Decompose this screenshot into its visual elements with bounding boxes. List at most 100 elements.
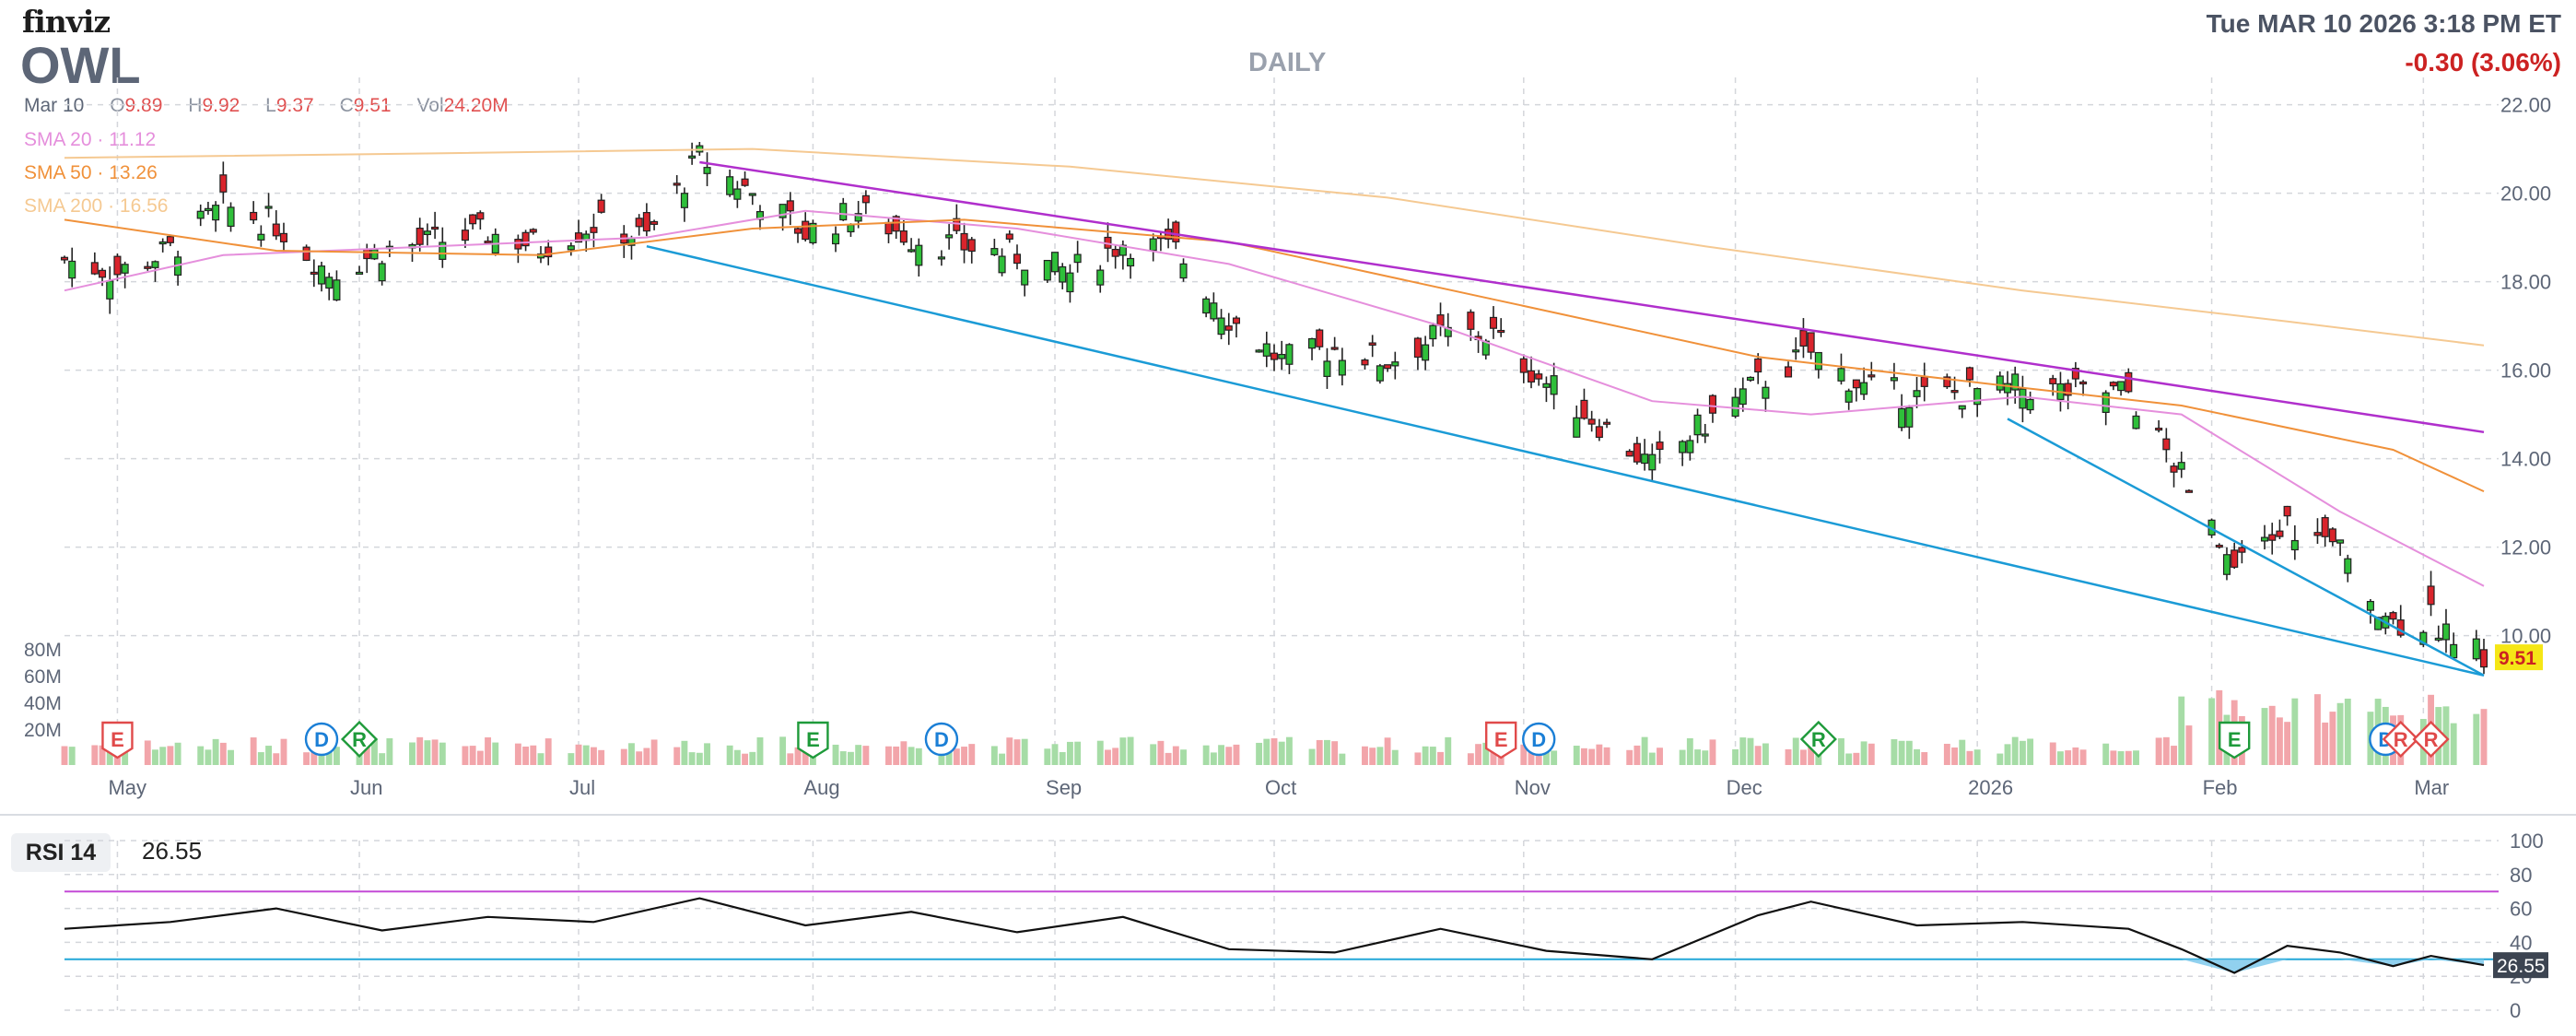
volume-bar [673, 747, 681, 765]
candle-up [1127, 257, 1135, 267]
volume-bar [1702, 750, 1709, 765]
volume-bar [945, 752, 953, 765]
volume-bar [1165, 752, 1172, 765]
volume-bar [1551, 750, 1558, 765]
volume-bar [409, 742, 416, 765]
candle-down [2155, 427, 2163, 431]
x-tick-label: Aug [803, 776, 839, 799]
candle-down [279, 232, 288, 242]
volume-bar [265, 746, 273, 765]
candle-up [1860, 382, 1868, 395]
last-price-label: 9.51 [2499, 648, 2536, 669]
volume-bar [371, 738, 378, 765]
sma20-legend[interactable]: SMA 20 · 11.12 [24, 129, 157, 150]
volume-bar [1218, 745, 1224, 765]
event-marker-label: R [352, 728, 367, 751]
sma200-name: SMA 200 [24, 195, 103, 217]
volume-bar [779, 736, 787, 765]
candle-down [2396, 619, 2405, 636]
earnings-marker [101, 721, 134, 759]
candle-up [1958, 405, 1966, 410]
volume-bar [1233, 744, 1240, 765]
candle-up [567, 245, 575, 251]
volume-bar [968, 744, 976, 765]
candle-up [2366, 600, 2374, 611]
volume-bar [1013, 739, 1021, 765]
sma50-legend[interactable]: SMA 50 · 13.26 [24, 162, 158, 183]
candle-up [2019, 388, 2027, 409]
volume-bar [280, 738, 287, 765]
candle-up [1217, 317, 1225, 336]
volume-bar [1633, 745, 1641, 765]
volume-axis-label: 40M [24, 693, 62, 714]
volume-bar [938, 753, 945, 765]
event-marker-label: E [2228, 728, 2242, 751]
volume-bar [1482, 742, 1490, 765]
candle-down [1467, 312, 1475, 330]
open-value: 9.89 [124, 95, 163, 116]
candle-up [1255, 349, 1263, 353]
candle-down [1270, 352, 1279, 360]
rsi-value-tag-label: 26.55 [2497, 956, 2546, 977]
volume-bar [1762, 743, 1769, 765]
candle-up [1973, 388, 1982, 406]
event-marker-label: R [2424, 728, 2439, 751]
volume-bar [2065, 750, 2072, 765]
volume-bar [2155, 737, 2162, 765]
candle-down [1799, 330, 1808, 347]
volume-bar [1898, 740, 1905, 765]
candle-up [2441, 623, 2451, 641]
candle-down [1172, 221, 1180, 242]
rsi-y-tick-label: 80 [2510, 864, 2532, 887]
sma200-value: 16.56 [119, 195, 169, 217]
timeframe-label: DAILY [1248, 48, 1327, 77]
volume-bar [1799, 749, 1807, 765]
candle-down [1232, 317, 1241, 324]
candle-down [960, 232, 968, 251]
candle-down [90, 262, 99, 275]
volume-bar [462, 746, 469, 765]
volume-bar [514, 743, 521, 765]
volume-axis-label: 60M [24, 666, 62, 688]
candle-down [1784, 366, 1793, 378]
volume-bar [1316, 739, 1323, 765]
candle-up [2336, 539, 2345, 544]
volume-bar [742, 753, 749, 765]
volume-bar [2329, 712, 2336, 765]
candle-up [423, 230, 431, 236]
candle-up [1073, 253, 1082, 264]
volume-bar [2049, 742, 2056, 765]
candle-down [2109, 382, 2117, 387]
candle-down [892, 216, 900, 232]
volume-bar [2473, 713, 2480, 765]
volume-bar [1732, 748, 1739, 765]
rsi-label[interactable]: RSI 14 [11, 833, 111, 872]
candle-up [1096, 269, 1105, 286]
finviz-logo[interactable]: finviz [22, 4, 111, 40]
y-tick-label: 22.00 [2500, 94, 2551, 117]
volume-bar [1157, 740, 1165, 765]
volume-bar [1694, 749, 1701, 765]
volume-bar [1384, 737, 1391, 765]
volume-bar [1202, 745, 1210, 765]
volume-bar [257, 752, 264, 765]
volume-bar [1973, 749, 1981, 765]
candle-down [635, 218, 643, 228]
trendline-blue [646, 244, 2485, 677]
rating-marker [340, 720, 379, 759]
candle-up [2222, 554, 2231, 575]
volume-bar [2004, 744, 2011, 765]
candle-down [529, 229, 537, 233]
volume-bar [2480, 709, 2488, 765]
volume-bar [1747, 737, 1754, 765]
volume-bar [1943, 743, 1950, 765]
candle-up [1762, 386, 1770, 399]
sma200-legend[interactable]: SMA 200 · 16.56 [24, 195, 169, 217]
volume-bar [68, 747, 76, 765]
volume-bar [794, 747, 802, 765]
candle-up [68, 260, 76, 279]
volume-value: 24.20M [443, 95, 509, 116]
volume-bar [2162, 736, 2170, 765]
volume-bar [1648, 752, 1656, 765]
